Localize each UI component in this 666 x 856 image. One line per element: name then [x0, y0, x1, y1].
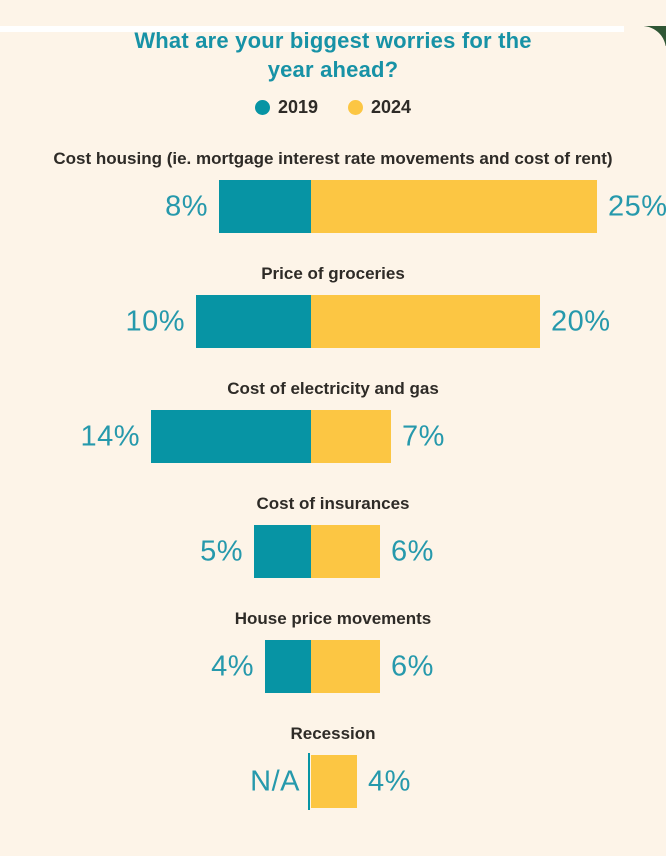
- chart-title: What are your biggest worries for the ye…: [134, 28, 532, 82]
- chart-row: Price of groceries 10% 20%: [0, 264, 666, 348]
- bar-area: 14% 7%: [0, 410, 666, 463]
- worries-chart-card: What are your biggest worries for the ye…: [0, 26, 666, 810]
- legend-item-2019: 2019: [254, 97, 318, 118]
- right-value-label: 7%: [402, 420, 445, 452]
- bar-area: 10% 20%: [0, 295, 666, 348]
- category-label: Cost housing (ie. mortgage interest rate…: [53, 149, 613, 168]
- bar-area: 5% 6%: [0, 525, 666, 578]
- chart-rows: Cost housing (ie. mortgage interest rate…: [0, 149, 666, 810]
- bar-2024: [311, 755, 357, 808]
- right-value-label: 4%: [368, 765, 411, 797]
- right-value-label: 6%: [391, 650, 434, 682]
- right-value-label: 25%: [608, 190, 666, 222]
- left-value-label: 4%: [211, 650, 254, 682]
- card-rounded-corner: [624, 26, 666, 68]
- bar-2019: [265, 640, 311, 693]
- chart-row: House price movements 4% 6%: [0, 609, 666, 693]
- chart-row: Recession N/A 4%: [0, 724, 666, 810]
- bar-area: N/A 4%: [0, 753, 666, 810]
- chart-legend: 2019 2024: [0, 97, 666, 118]
- bar-2024: [311, 640, 380, 693]
- axis-line: [308, 753, 310, 810]
- legend-label-2024: 2024: [371, 97, 412, 117]
- category-label: Cost of electricity and gas: [227, 379, 439, 398]
- legend-swatch-2024-icon: [348, 100, 363, 115]
- bar-2019: [254, 525, 311, 578]
- left-value-label: 8%: [165, 190, 208, 222]
- chart-row: Cost housing (ie. mortgage interest rate…: [0, 149, 666, 233]
- bar-area: 8% 25%: [0, 180, 666, 233]
- bar-2024: [311, 410, 391, 463]
- left-value-label: 5%: [200, 535, 243, 567]
- right-value-label: 6%: [391, 535, 434, 567]
- chart-row: Cost of electricity and gas 14% 7%: [0, 379, 666, 463]
- bar-2024: [311, 180, 597, 233]
- chart-row: Cost of insurances 5% 6%: [0, 494, 666, 578]
- right-value-label: 20%: [551, 305, 611, 337]
- legend-item-2024: 2024: [348, 97, 411, 118]
- bar-2019: [219, 180, 311, 233]
- legend-swatch-2019-icon: [254, 100, 270, 115]
- left-value-label: N/A: [250, 765, 300, 797]
- category-label: Cost of insurances: [256, 494, 410, 513]
- bar-2019: [196, 295, 311, 348]
- legend-label-2019: 2019: [277, 97, 318, 117]
- category-label: House price movements: [234, 609, 432, 628]
- bar-2019: [151, 410, 311, 463]
- left-value-label: 10%: [125, 305, 185, 337]
- top-white-strip: [0, 26, 666, 32]
- bar-area: 4% 6%: [0, 640, 666, 693]
- category-label: Recession: [290, 724, 376, 743]
- left-value-label: 14%: [80, 420, 140, 452]
- category-label: Price of groceries: [261, 264, 405, 283]
- bar-2024: [311, 295, 540, 348]
- bar-2024: [311, 525, 380, 578]
